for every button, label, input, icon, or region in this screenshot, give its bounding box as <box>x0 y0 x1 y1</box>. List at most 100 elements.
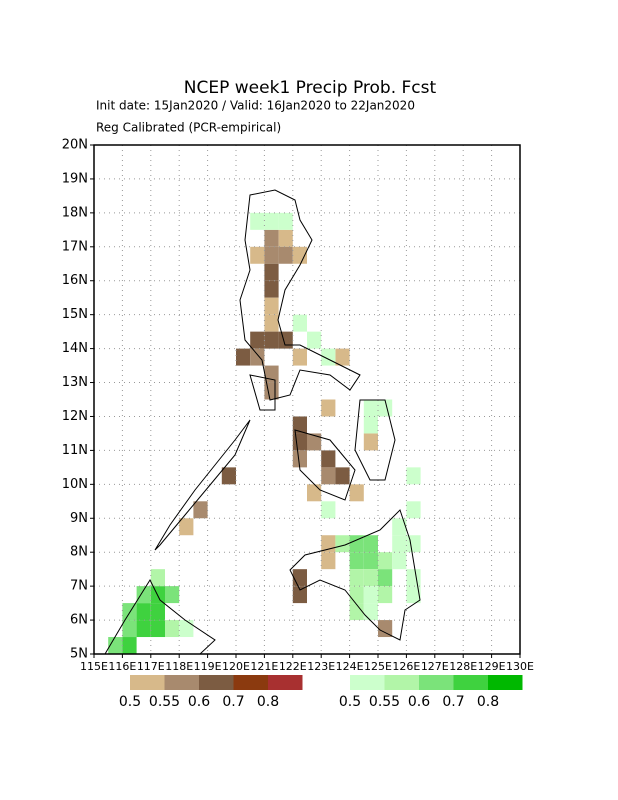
wet-cell <box>122 637 137 654</box>
dry-cell <box>321 467 336 485</box>
dry-cell <box>264 246 279 264</box>
wet-cell <box>378 569 393 587</box>
wet-cell <box>363 586 378 604</box>
wet-cell <box>406 586 421 604</box>
dry-cell <box>250 331 265 349</box>
y-tick-label: 11N <box>62 443 88 458</box>
dry-cell <box>278 331 293 349</box>
dry-legend-swatch <box>199 675 234 690</box>
coastline <box>289 509 421 641</box>
x-tick-label: 123E <box>307 660 335 673</box>
dry-cell <box>378 620 393 638</box>
y-tick-label: 8N <box>70 545 88 560</box>
chart-subtitle: Init date: 15Jan2020 / Valid: 16Jan2020 … <box>96 99 415 113</box>
chart-title: NCEP week1 Precip Prob. Fcst <box>184 78 437 98</box>
dry-cell <box>307 433 322 451</box>
dry-cell <box>193 501 208 519</box>
x-tick-label: 124E <box>336 660 364 673</box>
dry-cell <box>221 467 236 485</box>
wet-cell <box>392 552 407 570</box>
wet-cell <box>179 620 194 638</box>
wet-legend-swatch <box>350 675 385 690</box>
y-tick-label: 19N <box>62 171 88 186</box>
x-tick-label: 117E <box>137 660 165 673</box>
coastline <box>239 189 361 401</box>
legend: 0.5 0.55 0.6 0.7 0.8 0.5 0.55 0.6 0.7 0.8 <box>119 675 523 710</box>
wet-legend-label: 0.5 <box>339 694 361 710</box>
dry-cell <box>264 297 279 315</box>
dry-cell <box>264 229 279 247</box>
wet-cell <box>349 603 364 621</box>
wet-cell <box>378 552 393 570</box>
wet-cell <box>406 569 421 587</box>
y-tick-label: 7N <box>70 579 88 594</box>
dry-cell <box>349 484 364 502</box>
dry-cell <box>292 569 307 587</box>
wet-legend-label: 0.6 <box>408 694 430 710</box>
dry-cell <box>321 450 336 468</box>
dry-cell <box>292 450 307 468</box>
y-tick-label: 9N <box>70 511 88 526</box>
dry-cell <box>278 246 293 264</box>
x-tick-label: 121E <box>250 660 278 673</box>
y-tick-label: 5N <box>70 647 88 662</box>
wet-cell <box>136 620 151 638</box>
y-tick-label: 10N <box>62 477 88 492</box>
wet-cell <box>363 399 378 417</box>
wet-cell <box>108 637 123 654</box>
wet-cell <box>321 501 336 519</box>
wet-cell <box>378 399 393 417</box>
wet-legend-swatch <box>419 675 454 690</box>
cells <box>108 212 421 654</box>
dry-cell <box>335 348 350 366</box>
wet-cell <box>307 331 322 349</box>
coastline <box>294 429 356 501</box>
wet-cell <box>378 586 393 604</box>
dry-cell <box>292 586 307 604</box>
wet-cell <box>363 603 378 621</box>
wet-cell <box>264 212 279 230</box>
dry-cell <box>292 246 307 264</box>
dry-cell <box>264 365 279 383</box>
wet-cell <box>122 620 137 638</box>
coastline <box>249 374 276 411</box>
dry-cell <box>278 229 293 247</box>
wet-legend-label: 0.7 <box>442 694 464 710</box>
coastlines <box>104 189 421 655</box>
wet-cell <box>363 416 378 434</box>
y-tick-label: 6N <box>70 613 88 628</box>
dry-legend-swatch <box>130 675 165 690</box>
wet-cell <box>349 535 364 553</box>
dry-cell <box>292 433 307 451</box>
grid <box>90 144 521 658</box>
wet-legend-swatch <box>453 675 488 690</box>
dry-legend-swatch <box>233 675 268 690</box>
x-tick-label: 118E <box>165 660 193 673</box>
dry-cell <box>264 280 279 298</box>
wet-cell <box>165 620 180 638</box>
wet-cell <box>392 535 407 553</box>
wet-cell <box>406 467 421 485</box>
wet-cell <box>349 586 364 604</box>
wet-cell <box>278 212 293 230</box>
wet-legend-swatch <box>384 675 419 690</box>
dry-cell <box>363 433 378 451</box>
coastline <box>354 399 396 481</box>
dry-cell <box>335 467 350 485</box>
y-tick-label: 12N <box>62 409 88 424</box>
wet-cell <box>363 552 378 570</box>
wet-cell <box>363 535 378 553</box>
x-tick-label: 126E <box>392 660 420 673</box>
y-tick-label: 14N <box>62 341 88 356</box>
coastline <box>104 578 216 655</box>
dry-legend-swatch <box>164 675 199 690</box>
x-tick-label: 119E <box>194 660 222 673</box>
y-tick-label: 13N <box>62 375 88 390</box>
coastline <box>154 419 251 551</box>
wet-cell <box>150 586 165 604</box>
dry-cell <box>292 348 307 366</box>
method-note: Reg Calibrated (PCR-empirical) <box>96 121 281 135</box>
dry-cell <box>250 348 265 366</box>
wet-cell <box>250 212 265 230</box>
